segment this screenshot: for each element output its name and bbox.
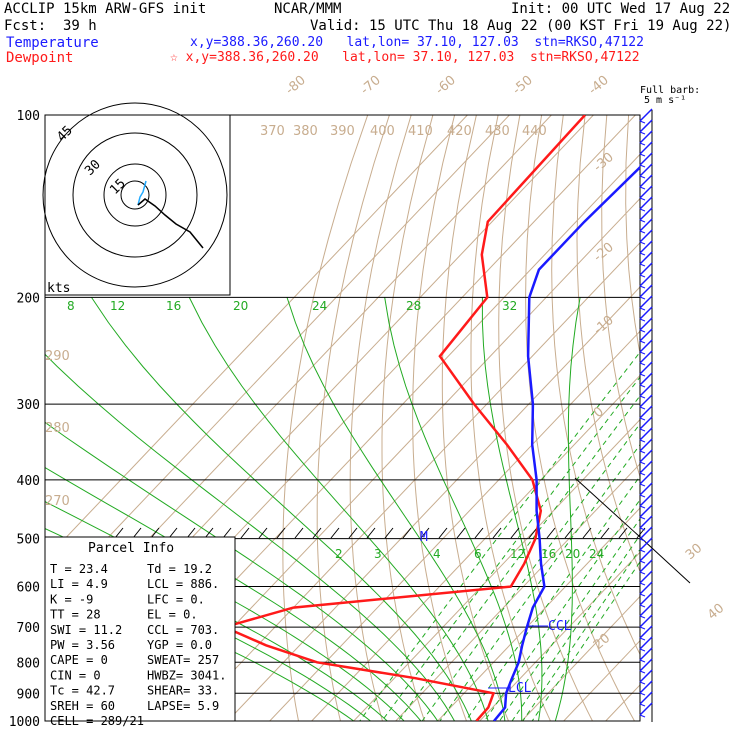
parcel-row-right: LFC = 0. [147, 592, 205, 606]
temperature-legend: Temperature [6, 35, 99, 51]
parcel-row-right: CCL = 703. [147, 623, 219, 637]
pressure-label: 500 [17, 533, 40, 548]
barb-legend-line1: Full barb: [640, 85, 701, 96]
lower-boundary-hatch [114, 477, 691, 584]
parcel-row-right: LCL = 886. [147, 577, 219, 591]
theta-label: 420 [447, 124, 472, 139]
mixing-ratio-label: 28 [406, 299, 421, 313]
isotherm-label: -80 [283, 73, 309, 98]
parcel-row-left: PW = 3.56 [50, 638, 115, 652]
theta-label: 410 [408, 124, 433, 139]
marker-ccl: CCL [548, 619, 572, 634]
fcst-value: 39 h [63, 18, 97, 34]
hodograph: 45 30 15 kts [42, 102, 231, 296]
isotherm-label: -70 [358, 73, 384, 98]
hodograph-unit: kts [47, 281, 70, 296]
marker-lcl: LCL [508, 681, 532, 696]
theta-label: 400 [370, 124, 395, 139]
parcel-row-right: LAPSE= 5.9 [147, 699, 219, 713]
mixing-ratio-label: 16 [166, 299, 181, 313]
mixing-ratio-label: 2 [335, 547, 343, 561]
parcel-info-box: Parcel Info T = 23.4 Td = 19.2 LI = 4.9 LCL… [44, 536, 236, 728]
theta-label: 440 [522, 124, 547, 139]
pressure-label: 400 [17, 474, 40, 489]
valid-time: Valid: 15 UTC Thu 18 Aug 22 (00 KST Fri … [310, 18, 732, 34]
isotherm-label: -50 [510, 73, 536, 98]
parcel-row-left: CAPE = 0 [50, 653, 108, 667]
mixing-ratio-label: 24 [312, 299, 327, 313]
parcel-row-right: EL = 0. [147, 608, 198, 622]
mixing-ratio-label: 4 [433, 547, 441, 561]
pressure-axis-labels: 100 200 300 400 500 600 700 800 900 1000 [9, 109, 40, 730]
mixing-ratio-label: 12 [110, 299, 125, 313]
parcel-row-left: CIN = 0 [50, 668, 101, 682]
model-title: ACCLIP 15km ARW-GFS init [4, 1, 207, 17]
isotherm-label: -40 [586, 73, 612, 98]
mixing-ratio-label: 16 [541, 547, 556, 561]
parcel-row-left: K = -9 [50, 592, 93, 606]
parcel-row-left: SREH = 60 [50, 699, 115, 713]
parcel-row-left: Tc = 42.7 [50, 684, 115, 698]
hodograph-trace-lower [137, 180, 147, 206]
marker-m: M [420, 530, 428, 545]
isotherm-label: 30 [683, 541, 705, 563]
parcel-row-right: SHEAR= 33. [147, 684, 219, 698]
parcel-row-right: YGP = 0.0 [147, 638, 212, 652]
theta-label: 380 [293, 124, 318, 139]
fcst-label: Fcst: [4, 18, 47, 34]
parcel-row-left: SWI = 11.2 [50, 623, 122, 637]
parcel-row-left: T = 23.4 [50, 562, 108, 576]
pressure-label: 800 [17, 656, 40, 671]
isotherm-label: -30 [591, 150, 617, 175]
parcel-row-right: Td = 19.2 [147, 562, 212, 576]
hodograph-trace [137, 198, 204, 249]
mixing-ratio-label: 6 [474, 547, 482, 561]
theta-label: 270 [45, 494, 70, 509]
mixing-ratio-label: 20 [565, 547, 580, 561]
parcel-row-left: LI = 4.9 [50, 577, 108, 591]
mixing-ratio-label: 8 [67, 299, 75, 313]
pressure-label: 900 [17, 687, 40, 702]
isotherm-label: 20 [591, 631, 613, 653]
isotherm-label: 40 [705, 601, 727, 623]
parcel-row-right: HWBZ= 3041. [147, 668, 226, 682]
temperature-location: x,y=388.36,260.20 lat,lon= 37.10, 127.03… [190, 35, 644, 50]
mixing-ratio-label: 32 [502, 299, 517, 313]
isotherm-label: -60 [433, 73, 459, 98]
pressure-label: 200 [17, 291, 40, 306]
temperature-trace [493, 165, 640, 721]
parcel-info-title: Parcel Info [88, 541, 174, 556]
pressure-label: 100 [17, 109, 40, 124]
dewpoint-trace [220, 115, 586, 721]
dry-adiabat-grid [45, 115, 640, 721]
theta-label: 290 [45, 349, 70, 364]
init-time: Init: 00 UTC Wed 17 Aug 22 [511, 1, 731, 17]
pressure-label: 700 [17, 621, 40, 636]
mixing-ratio-label: 20 [233, 299, 248, 313]
barb-legend-line2: 5 m s⁻¹ [644, 95, 687, 106]
dewpoint-legend: Dewpoint [6, 50, 74, 66]
center-label: NCAR/MMM [274, 1, 342, 17]
parcel-row-left: CELL = 289/21 [50, 714, 144, 728]
wind-barbs [639, 108, 653, 718]
theta-label: 390 [330, 124, 355, 139]
parcel-row-left: TT = 28 [50, 608, 101, 622]
theta-label: 430 [485, 124, 510, 139]
isotherm-label: -20 [591, 240, 617, 265]
theta-label: 370 [260, 124, 285, 139]
mixing-ratio-label: 12 [510, 547, 525, 561]
theta-label: 280 [45, 421, 70, 436]
pressure-label: 300 [17, 398, 40, 413]
pressure-label: 1000 [9, 715, 40, 730]
mixing-ratio-label: 3 [374, 547, 382, 561]
parcel-row-right: SWEAT= 257 [147, 653, 219, 667]
dewpoint-location: ☆ x,y=388.36,260.20 lat,lon= 37.10, 127.… [170, 50, 640, 65]
pressure-label: 600 [17, 581, 40, 596]
mixing-ratio-label: 24 [589, 547, 604, 561]
